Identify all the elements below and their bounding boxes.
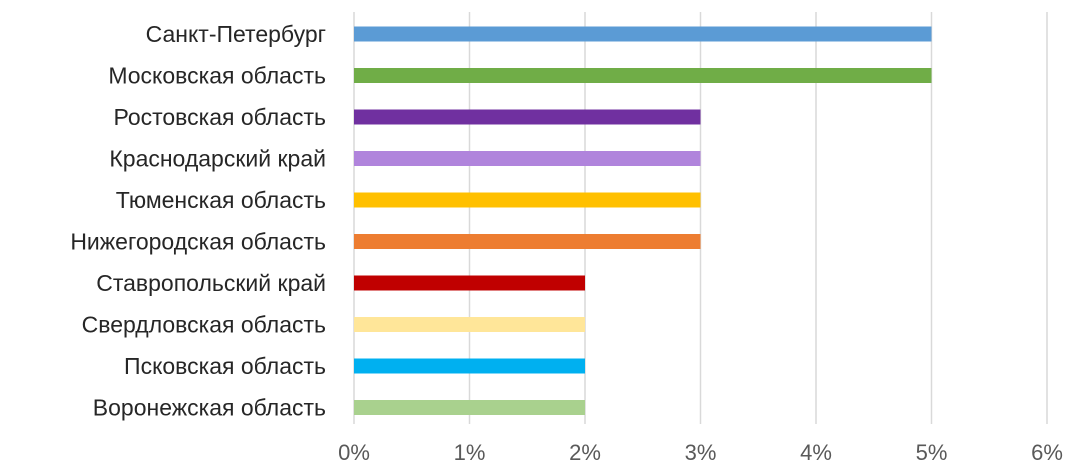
category-label-1: Санкт-Петербург: [146, 21, 326, 47]
category-label-2: Московская область: [108, 63, 326, 89]
x-tick-label-2: 2%: [569, 440, 601, 465]
bar-4: [354, 151, 701, 166]
x-tick-label-6: 6%: [1031, 440, 1063, 465]
category-label-4: Краснодарский край: [109, 146, 326, 172]
bar-8: [354, 317, 585, 332]
bar-1: [354, 26, 932, 42]
x-tick-label-0: 0%: [338, 440, 370, 465]
category-label-6: Нижегородская область: [70, 229, 326, 255]
category-label-9: Псковская область: [124, 353, 326, 379]
bar-2: [354, 68, 932, 83]
x-tick-label-5: 5%: [916, 440, 948, 465]
category-label-8: Свердловская область: [82, 312, 326, 338]
bars: [354, 26, 932, 415]
category-label-7: Ставропольский край: [96, 270, 326, 296]
bar-7: [354, 275, 585, 291]
category-labels: Санкт-Петербург Московская область Ростовс…: [70, 21, 326, 421]
x-axis-tick-labels: 0% 1% 2% 3% 4% 5% 6%: [338, 440, 1063, 465]
x-tick-label-1: 1%: [454, 440, 486, 465]
x-tick-label-3: 3%: [685, 440, 717, 465]
category-label-3: Ростовская область: [113, 104, 326, 130]
bar-3: [354, 109, 701, 125]
bar-6: [354, 234, 701, 249]
bar-5: [354, 192, 701, 208]
category-label-5: Тюменская область: [116, 187, 326, 213]
bar-9: [354, 358, 585, 374]
bar-10: [354, 400, 585, 415]
x-tick-label-4: 4%: [800, 440, 832, 465]
category-label-10: Воронежская область: [93, 395, 326, 421]
